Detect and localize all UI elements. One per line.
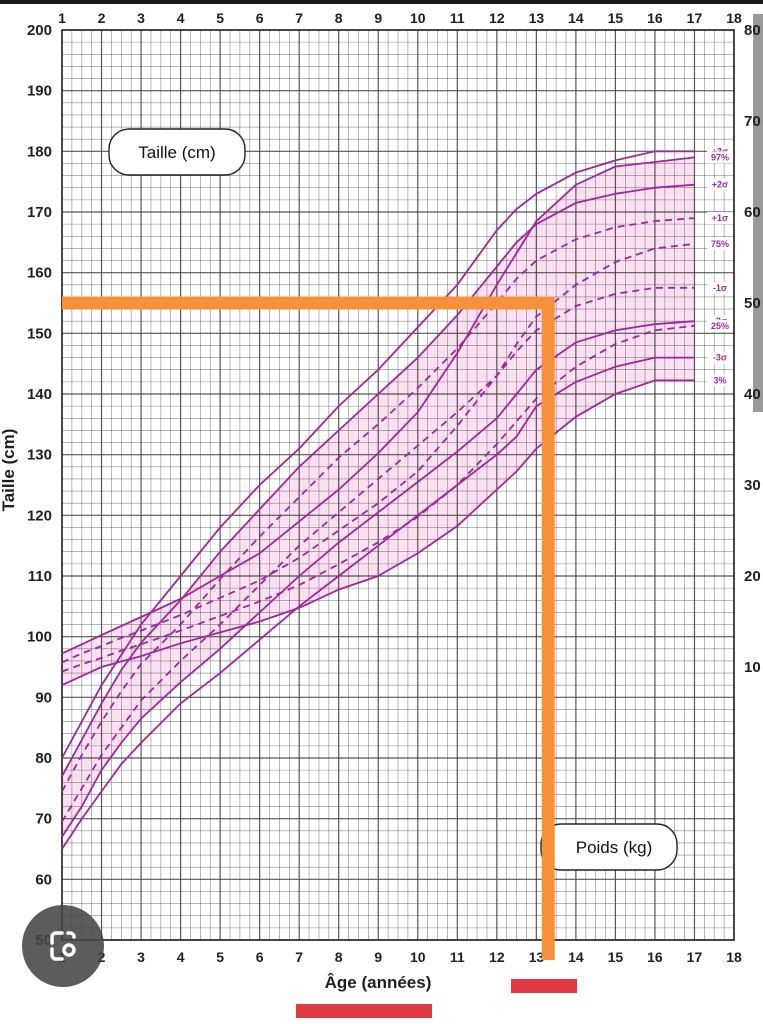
height-label: -3σ <box>713 353 727 363</box>
y-tick-weight: 20 <box>744 568 761 585</box>
x-tick-top: 13 <box>529 10 545 26</box>
y-tick-height: 120 <box>27 507 52 524</box>
x-tick-bottom: 14 <box>568 949 584 965</box>
x-tick-top: 16 <box>647 10 663 26</box>
x-tick-top: 10 <box>410 10 426 26</box>
height-curve-plus1sigma <box>61 217 695 792</box>
x-tick-top: 8 <box>335 10 343 26</box>
weight-label: 3% <box>713 375 726 385</box>
height-box-label: Taille (cm) <box>138 143 215 162</box>
x-tick-bottom: 10 <box>410 949 426 965</box>
x-tick-bottom: 5 <box>216 949 224 965</box>
height-label: +2σ <box>712 180 728 190</box>
y-tick-height: 90 <box>35 689 52 706</box>
y-tick-weight: 80 <box>744 22 761 39</box>
weight-curve-25pct <box>61 324 695 673</box>
y-tick-height: 70 <box>35 811 52 828</box>
y-tick-height: 100 <box>27 629 52 646</box>
weight-label-bg <box>707 319 733 332</box>
x-tick-bottom: 4 <box>177 949 185 965</box>
x-tick-top: 18 <box>726 10 742 26</box>
weight-label-bg <box>707 151 733 164</box>
lens-search-button[interactable] <box>22 905 104 987</box>
y-tick-height: 140 <box>27 386 52 403</box>
x-tick-bottom: 12 <box>489 949 505 965</box>
y-tick-weight: 50 <box>744 295 761 312</box>
weight-label-box: Poids (kg) <box>540 823 678 871</box>
weight-label: 25% <box>711 321 729 331</box>
window-top-edge <box>0 0 763 4</box>
scrollbar[interactable] <box>753 14 763 412</box>
y-tick-height: 130 <box>27 447 52 464</box>
weight-label: 75% <box>711 239 729 249</box>
y-tick-weight: 30 <box>744 477 761 494</box>
weight-label-bg <box>707 237 733 250</box>
weight-curve-3pct <box>61 379 695 687</box>
x-tick-top: 3 <box>137 10 145 26</box>
y-tick-height: 80 <box>35 750 52 767</box>
x-tick-top: 11 <box>450 10 465 26</box>
weight-label: 97% <box>711 152 729 162</box>
x-tick-bottom: 7 <box>295 949 303 965</box>
x-tick-bottom: 8 <box>335 949 343 965</box>
height-curve-minus2sigma <box>61 320 695 838</box>
height-label: +3σ <box>712 146 728 156</box>
height-curve-minus1sigma <box>61 286 695 823</box>
x-tick-bottom: 11 <box>450 949 465 965</box>
height-curve-plus2sigma <box>61 183 695 777</box>
y-tick-height: 60 <box>35 871 52 888</box>
height-curve-minus3sigma <box>61 356 695 850</box>
red-marker-age-13 <box>511 979 577 993</box>
height-label-bg <box>707 178 733 191</box>
height-label: -1σ <box>713 283 727 293</box>
y-tick-weight: 60 <box>744 204 761 221</box>
y-axis-title: Taille (cm) <box>0 429 18 512</box>
x-tick-top: 7 <box>295 10 303 26</box>
x-tick-top: 17 <box>687 10 703 26</box>
x-tick-bottom: 9 <box>374 949 382 965</box>
y-tick-height: 190 <box>27 83 52 100</box>
weight-label-bg <box>707 374 733 387</box>
plot-border <box>61 29 735 941</box>
height-label-box: Taille (cm) <box>108 128 246 176</box>
x-tick-top: 14 <box>568 10 584 26</box>
x-tick-top: 15 <box>608 10 624 26</box>
x-tick-top: 5 <box>216 10 224 26</box>
x-tick-top: 2 <box>98 10 106 26</box>
curves <box>61 150 695 850</box>
y-tick-height: 160 <box>27 265 52 282</box>
red-marker-age-axis <box>296 1004 432 1018</box>
x-tick-bottom: 6 <box>256 949 264 965</box>
lens-icon <box>50 931 76 961</box>
x-tick-bottom: 13 <box>529 949 545 965</box>
weight-box-label: Poids (kg) <box>576 838 653 857</box>
x-tick-bottom: 16 <box>647 949 663 965</box>
x-tick-top: 9 <box>374 10 382 26</box>
x-tick-top: 6 <box>256 10 264 26</box>
y-tick-weight: 10 <box>744 659 761 676</box>
y-tick-height: 170 <box>27 204 52 221</box>
y-tick-height: 180 <box>27 143 52 160</box>
y-tick-height: 110 <box>28 568 52 585</box>
height-label-bg <box>707 281 733 294</box>
y-tick-height: 150 <box>27 325 52 342</box>
x-tick-top: 12 <box>489 10 505 26</box>
weight-curve-97pct <box>61 156 695 655</box>
x-tick-bottom: 18 <box>726 949 742 965</box>
height-label-bg <box>707 212 733 225</box>
height-label: +1σ <box>712 213 728 223</box>
y-tick-height: 200 <box>27 22 52 39</box>
x-tick-top: 1 <box>58 10 66 26</box>
y-tick-weight: 70 <box>744 113 761 130</box>
x-axis-title: Âge (années) <box>325 973 432 992</box>
x-tick-bottom: 17 <box>687 949 703 965</box>
highlight-lines <box>62 296 555 960</box>
y-tick-weight: 40 <box>744 386 761 403</box>
x-tick-bottom: 3 <box>137 949 145 965</box>
x-tick-top: 4 <box>177 10 185 26</box>
x-tick-bottom: 15 <box>608 949 624 965</box>
height-label-bg <box>707 351 733 364</box>
